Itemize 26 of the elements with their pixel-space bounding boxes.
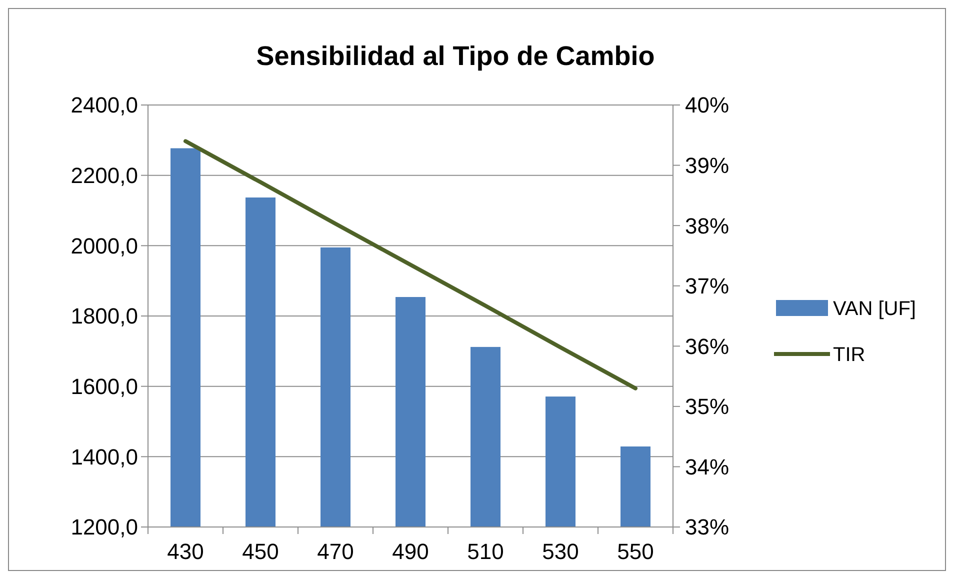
y-tick-label: 2000,0 (70, 233, 138, 258)
y-tick-label: 1400,0 (70, 444, 138, 470)
y-tick-label: 1600,0 (70, 374, 138, 400)
legend-label: TIR (833, 344, 866, 366)
x-tick-label: 530 (542, 539, 579, 564)
y2-tick-label: 38% (685, 213, 730, 238)
line-series (184, 139, 638, 390)
x-tick-label: 450 (242, 539, 279, 564)
x-tick-label: 470 (317, 539, 354, 564)
y2-tick-label: 37% (685, 274, 730, 299)
legend-label: VAN [UF] (833, 298, 916, 320)
y2-tick-label: 40% (685, 92, 730, 118)
x-tick-label: 490 (392, 539, 429, 564)
y2-tick-label: 34% (685, 454, 730, 480)
x-tick-label: 430 (167, 539, 204, 564)
y-tick-label: 2400,0 (70, 92, 138, 118)
y-tick-label: 2200,0 (70, 163, 138, 188)
y2-tick-label: 36% (685, 334, 730, 359)
y2-tick-label: 35% (685, 394, 730, 420)
y-tick-label: 1800,0 (70, 304, 138, 329)
y2-tick-label: 39% (685, 152, 730, 178)
y2-tick-label: 33% (685, 514, 730, 540)
y-tick-label: 1200,0 (70, 514, 138, 540)
x-tick-label: 510 (467, 539, 504, 564)
chart-title: Sensibilidad al Tipo de Cambio (256, 41, 655, 71)
x-tick-label: 550 (617, 539, 654, 564)
